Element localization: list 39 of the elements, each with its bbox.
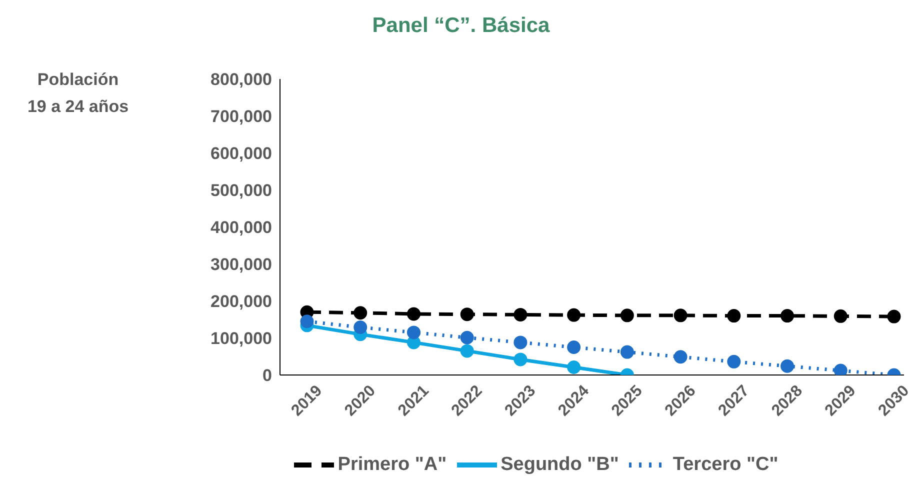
point xyxy=(460,308,474,322)
y-tick-label: 800,000 xyxy=(210,70,272,90)
y-tick-label: 400,000 xyxy=(210,218,272,238)
point xyxy=(406,326,420,340)
point xyxy=(727,309,741,323)
legend-label: Tercero "C" xyxy=(672,454,778,476)
point xyxy=(567,360,581,374)
point xyxy=(834,309,848,323)
y-tick-label: 600,000 xyxy=(210,144,272,164)
point xyxy=(674,350,688,364)
point xyxy=(514,308,528,322)
point xyxy=(887,310,901,324)
point xyxy=(674,308,688,322)
point xyxy=(780,309,794,323)
y-tick-label: 100,000 xyxy=(210,329,272,348)
y-tick-label: 500,000 xyxy=(210,181,272,200)
point xyxy=(514,352,528,366)
point xyxy=(460,330,474,344)
point xyxy=(300,314,314,328)
legend-label: Segundo "B" xyxy=(500,454,619,476)
y-tick-label: 200,000 xyxy=(210,292,272,312)
point xyxy=(567,308,581,322)
point xyxy=(620,308,634,322)
point xyxy=(514,336,528,350)
y-tick-label: 0 xyxy=(262,366,272,386)
point xyxy=(406,336,420,350)
point xyxy=(567,340,581,354)
point xyxy=(406,307,420,321)
point xyxy=(460,344,474,358)
point xyxy=(727,354,741,368)
chart-title: Panel “C”. Básica xyxy=(371,14,551,38)
y-axis-title: Población 19 a 24 años xyxy=(26,69,130,118)
legend-label: Primero "A" xyxy=(338,454,447,476)
point xyxy=(620,345,634,359)
y-tick-label: 300,000 xyxy=(210,255,272,274)
point xyxy=(780,359,794,373)
y-tick-label: 700,000 xyxy=(210,107,272,126)
point xyxy=(354,320,368,334)
point xyxy=(354,306,368,320)
